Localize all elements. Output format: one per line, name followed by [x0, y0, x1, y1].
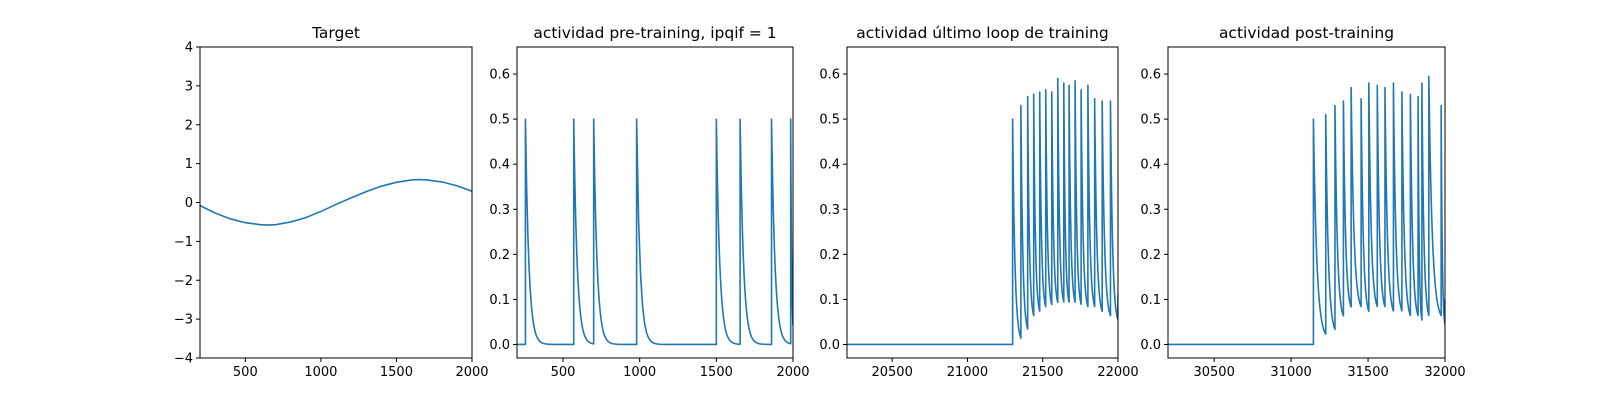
chart-3: actividad último loop de training 20500 21…	[819, 24, 1138, 380]
y-tick-label: −4	[174, 352, 193, 367]
y-tick-label: 0.5	[819, 113, 840, 128]
x-tick-label: 2000	[455, 365, 488, 380]
y-tick-label: 0.1	[1140, 293, 1161, 308]
x-tick-label: 1000	[304, 365, 337, 380]
y-tick-label: 0.0	[819, 338, 840, 353]
x-tick-label: 1000	[623, 365, 656, 380]
x-tick-label: 1500	[700, 365, 733, 380]
y-tick-label: 0.4	[1140, 158, 1161, 173]
y-tick-label: 0.0	[489, 338, 510, 353]
y-tick-label: 0.5	[489, 113, 510, 128]
x-tick-label: 20500	[871, 365, 912, 380]
chart-title: actividad pre-training, ipqif = 1	[533, 24, 776, 42]
axes-frame	[846, 46, 1119, 359]
axes-frame	[1167, 46, 1446, 359]
y-tick-label: 0.6	[489, 68, 510, 83]
chart-title: actividad post-training	[1219, 24, 1394, 42]
y-tick-label: 0.2	[489, 248, 510, 263]
chart-1: Target 500 1000 1500 2000 −4 −3 −2 −1 0 1 2 3 4	[174, 24, 489, 380]
axes-frame	[516, 46, 794, 359]
y-tick-label: −2	[174, 274, 193, 289]
x-tick-label: 21000	[947, 365, 988, 380]
axes-frame	[199, 46, 473, 359]
y-tick-label: 0.3	[819, 203, 840, 218]
y-tick-label: 0.4	[819, 158, 840, 173]
x-tick-label: 500	[233, 365, 258, 380]
series-line	[847, 77, 1118, 346]
x-tick-label: 31000	[1270, 365, 1311, 380]
chart-2: actividad pre-training, ipqif = 1 500 1000…	[489, 24, 809, 380]
x-tick-label: 21500	[1022, 365, 1063, 380]
chart-4: actividad post-training 30500 31000 31500 32…	[1140, 24, 1465, 380]
y-tick-label: 3	[185, 79, 193, 94]
y-tick-label: 1	[185, 157, 193, 172]
y-tick-label: 0.4	[489, 158, 510, 173]
y-tick-label: −3	[174, 313, 193, 328]
y-tick-label: 0.6	[819, 68, 840, 83]
y-tick-label: 0.6	[1140, 68, 1161, 83]
series-line	[517, 118, 793, 346]
chart-title: Target	[311, 24, 360, 42]
x-tick-label: 2000	[776, 365, 809, 380]
y-tick-label: 0.3	[489, 203, 510, 218]
x-tick-label: 30500	[1193, 365, 1234, 380]
y-tick-label: 0.0	[1140, 338, 1161, 353]
y-tick-label: 0.2	[819, 248, 840, 263]
y-tick-label: 0.1	[819, 293, 840, 308]
y-tick-label: 4	[185, 41, 193, 56]
x-tick-label: 32000	[1424, 365, 1465, 380]
y-tick-label: 0.2	[1140, 248, 1161, 263]
x-tick-label: 500	[551, 365, 576, 380]
chart-title: actividad último loop de training	[856, 24, 1108, 42]
x-tick-label: 22000	[1097, 365, 1138, 380]
y-tick-label: 2	[185, 118, 193, 133]
y-tick-label: 0.3	[1140, 203, 1161, 218]
x-tick-label: 1500	[380, 365, 413, 380]
y-tick-label: 0.5	[1140, 113, 1161, 128]
series-line	[1168, 75, 1445, 346]
y-tick-label: 0	[185, 196, 193, 211]
y-tick-label: 0.1	[489, 293, 510, 308]
series-line	[200, 178, 472, 226]
x-tick-label: 31500	[1347, 365, 1388, 380]
y-tick-label: −1	[174, 235, 193, 250]
